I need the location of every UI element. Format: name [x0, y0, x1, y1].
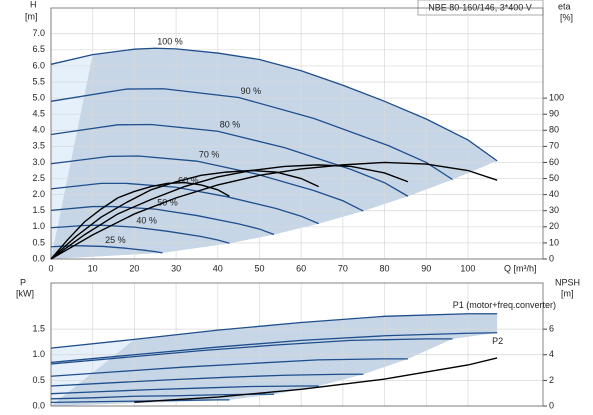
curve-label: 70 % — [199, 150, 220, 160]
plot-frame — [50, 7, 544, 260]
x-tick-label: 80 — [380, 263, 390, 273]
curve — [50, 313, 498, 349]
x-axis-label: Q [m³/h] — [504, 263, 537, 273]
y-tick-label: 1.5 — [32, 324, 45, 334]
y2-tick-label: 90 — [549, 109, 559, 119]
y-tick-label: 6.5 — [32, 44, 45, 54]
y2-tick-label: 40 — [549, 189, 559, 199]
y2-tick-label: 100 — [549, 92, 564, 102]
y-tick-label: 0.5 — [32, 375, 45, 385]
efficiency-curve — [50, 161, 498, 260]
y-tick-label: 5.0 — [32, 92, 45, 102]
efficiency-curve — [134, 357, 498, 403]
y-tick-label: 3.5 — [32, 141, 45, 151]
curve — [50, 393, 275, 400]
x-tick-label: 70 — [338, 263, 348, 273]
plot-frame — [50, 282, 544, 407]
y-tick-label: 1.0 — [32, 349, 45, 359]
y2-tick-label: 2 — [549, 375, 554, 385]
curve-label: 90 % — [241, 86, 262, 96]
curve — [50, 332, 498, 364]
curve — [50, 358, 408, 377]
y2-tick-label: 50 — [549, 173, 559, 183]
curve-label: 80 % — [220, 120, 241, 130]
y-axis-label: H — [30, 0, 37, 9]
curve — [50, 224, 230, 244]
curve — [50, 123, 409, 197]
efficiency-curve — [50, 181, 230, 260]
y2-tick-label: 0 — [549, 253, 554, 263]
y-tick-label: 0.0 — [32, 400, 45, 410]
y2-axis-unit: [m] — [561, 288, 574, 298]
curve — [50, 385, 319, 395]
y2-tick-label: 10 — [549, 237, 559, 247]
y-tick-label: 0.5 — [32, 237, 45, 247]
curve-label: 100 % — [157, 37, 183, 47]
x-tick-label: 10 — [88, 263, 98, 273]
x-tick-label: 40 — [213, 263, 223, 273]
y-tick-label: 2.0 — [32, 189, 45, 199]
y2-tick-label: 30 — [549, 205, 559, 215]
y2-tick-label: 4 — [549, 349, 554, 359]
y-tick-label: 4.5 — [32, 109, 45, 119]
y-axis-unit: [kW] — [16, 288, 34, 298]
curve — [50, 47, 498, 162]
y-tick-label: 1.0 — [32, 221, 45, 231]
efficiency-curve — [50, 169, 319, 260]
y-tick-label: 4.0 — [32, 125, 45, 135]
x-tick-label: 50 — [254, 263, 264, 273]
y2-tick-label: 6 — [549, 324, 554, 334]
x-tick-label: 90 — [421, 263, 431, 273]
y2-axis-label: NPSH — [555, 277, 580, 287]
y-tick-label: 6.0 — [32, 60, 45, 70]
y2-tick-label: 70 — [549, 141, 559, 151]
curve-label: 25 % — [105, 235, 126, 245]
y-tick-label: 3.0 — [32, 157, 45, 167]
y2-axis-unit: [%] — [560, 12, 573, 22]
y-tick-label: 2.5 — [32, 173, 45, 183]
y-tick-label: 0.0 — [32, 253, 45, 263]
curve — [50, 182, 319, 225]
y-axis-unit: [m] — [25, 11, 38, 21]
y-axis-label: P — [20, 277, 26, 287]
y-tick-label: 1.5 — [32, 205, 45, 215]
curve-label: 50 % — [157, 197, 178, 207]
y2-tick-label: 60 — [549, 157, 559, 167]
x-tick-label: 20 — [129, 263, 139, 273]
chart-title: NBE 80-160/146, 3*400 V — [428, 2, 532, 12]
y2-tick-label: 20 — [549, 221, 559, 231]
title-box — [417, 0, 544, 16]
curve — [50, 205, 275, 236]
curve — [50, 155, 364, 212]
curve-label: P1 (motor+freq.converter) — [453, 300, 556, 310]
operating-range — [51, 48, 498, 259]
efficiency-curve — [50, 164, 409, 260]
curve-label: P2 — [492, 336, 503, 346]
x-tick-label: 60 — [296, 263, 306, 273]
y-tick-label: 5.5 — [32, 76, 45, 86]
curve — [50, 338, 453, 365]
curve — [50, 373, 364, 387]
x-tick-label: 0 — [48, 263, 53, 273]
y2-tick-label: 0 — [549, 400, 554, 410]
x-tick-label: 30 — [171, 263, 181, 273]
curve-label: 60 % — [178, 176, 199, 186]
y-tick-label: 7.0 — [32, 28, 45, 38]
y2-tick-label: 80 — [549, 125, 559, 135]
y2-axis-label: eta — [558, 1, 571, 11]
x-tick-label: 100 — [460, 263, 475, 273]
curve-label: 40 % — [136, 216, 157, 226]
curve — [50, 88, 453, 181]
